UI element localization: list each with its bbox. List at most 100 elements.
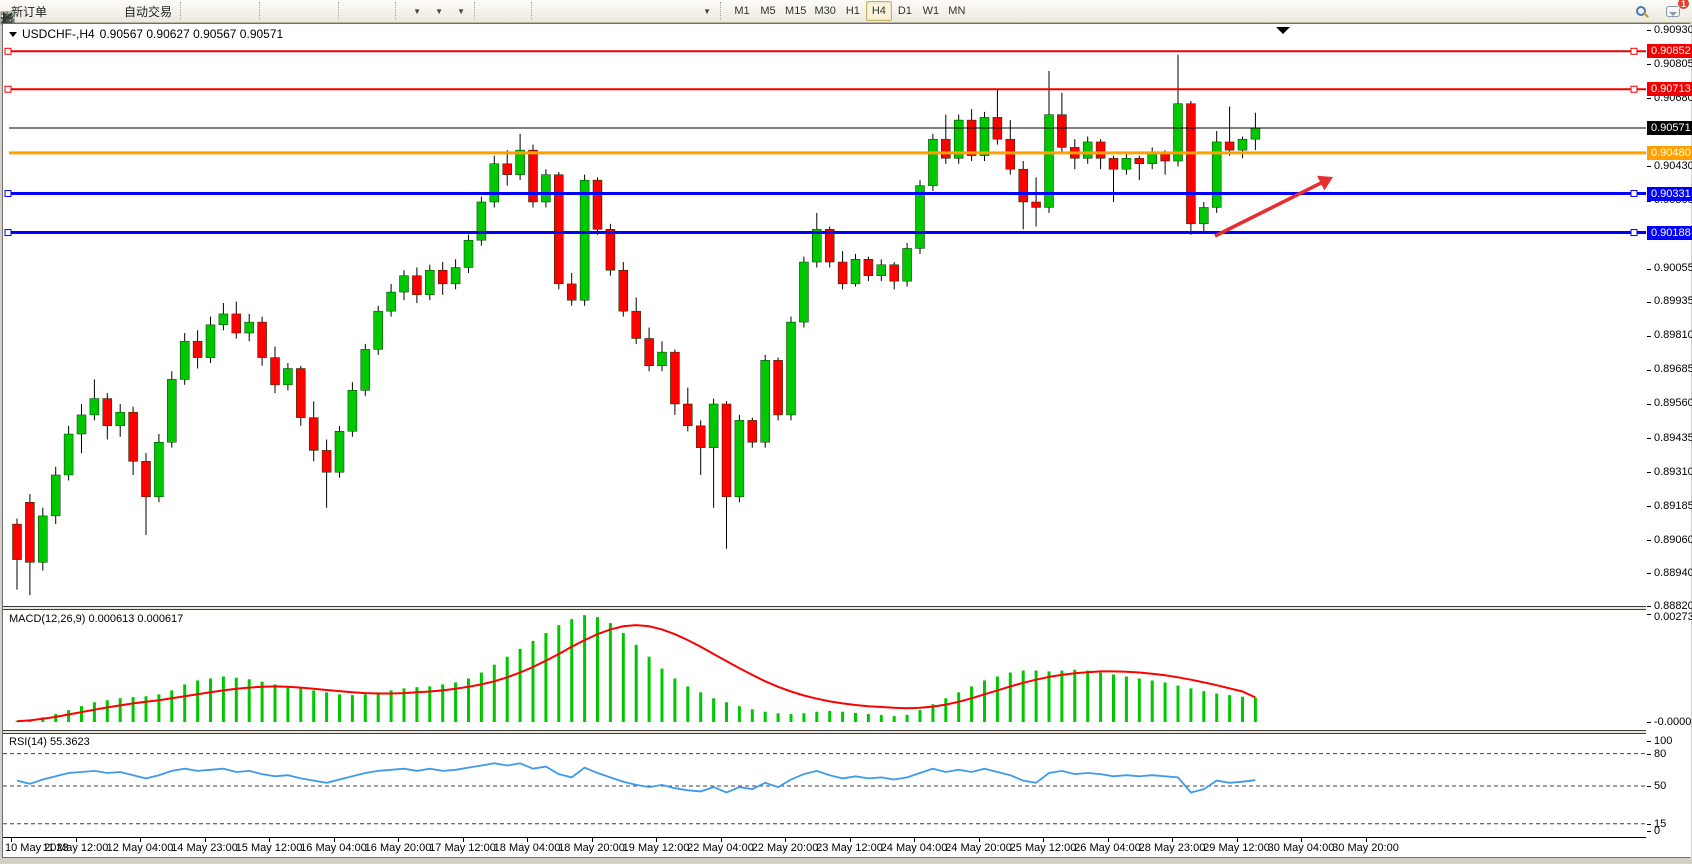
zoom-in-button[interactable] <box>0 1 290 26</box>
timeframe-w1-button[interactable]: W1 <box>922 5 940 17</box>
horizontal-line-0.90713[interactable] <box>4 85 1646 93</box>
candle <box>824 229 835 263</box>
price-line-label-0.90188: 0.90188 <box>1647 225 1692 240</box>
trend-arrow-annotation[interactable] <box>1214 175 1333 238</box>
bar-chart-mode-button[interactable] <box>1 1 211 24</box>
chart-shift-marker[interactable] <box>1276 27 1290 34</box>
time-axis-label: 16 May 04:00 <box>300 842 367 854</box>
candle <box>296 368 306 418</box>
horizontal-line-0.90852[interactable] <box>4 47 1646 55</box>
time-axis[interactable]: 10 May 2023 11 May 12:00 12 May 04:00 14 Ma… <box>3 837 1646 857</box>
price-tick <box>1647 403 1651 405</box>
pane-splitter-2[interactable] <box>3 730 1646 734</box>
candle <box>966 119 977 156</box>
arrow-objects-button[interactable]: ▼ <box>2 1 716 23</box>
time-axis-label: 19 May 12:00 <box>622 842 690 854</box>
toolbar-separator <box>395 2 401 20</box>
candle <box>476 201 487 241</box>
text-button[interactable]: A <box>2 1 672 25</box>
main-price-pane[interactable]: USDCHF-,H4 0.90567 0.90627 0.90567 0.905… <box>3 24 1646 606</box>
toolbar-separator <box>531 2 537 20</box>
search-icon <box>1636 6 1646 16</box>
timeframe-h4-button[interactable]: H4 <box>865 1 892 21</box>
candle <box>167 379 177 443</box>
horizontal-line-0.90331[interactable] <box>4 190 1646 198</box>
candle <box>463 239 474 268</box>
line-chart-mode-button[interactable] <box>0 1 255 23</box>
macd-pane[interactable]: MACD(12,26,9) 0.000613 0.000617 <box>3 610 1646 730</box>
auto-scroll-button[interactable] <box>2 1 369 23</box>
macd-canvas[interactable] <box>3 610 1646 730</box>
metaeditor-button[interactable] <box>1 1 73 24</box>
candle <box>812 229 822 263</box>
line-handle[interactable] <box>1630 85 1638 93</box>
candle <box>554 174 564 285</box>
timeframe-m5-button[interactable]: M5 <box>760 5 776 17</box>
timeframe-d1-button[interactable]: D1 <box>897 5 912 17</box>
periods-button[interactable]: ▼ <box>0 1 448 25</box>
text-label-button[interactable]: T <box>0 1 694 25</box>
cursor-button[interactable] <box>3 1 505 24</box>
notifications-button[interactable]: 1 <box>1662 0 1690 21</box>
search-button[interactable] <box>1630 1 1652 21</box>
candle <box>115 411 125 427</box>
price-tick <box>1647 540 1651 542</box>
rsi-pane[interactable]: RSI(14) 55.3623 <box>3 734 1646 837</box>
candle <box>141 461 151 498</box>
symbol-collapse-icon[interactable] <box>9 31 17 41</box>
time-axis-label: 10 May 2023 <box>5 842 69 854</box>
candle <box>1082 141 1093 159</box>
rsi-line <box>16 762 1256 794</box>
signals-button[interactable] <box>0 1 117 23</box>
chevron-down-icon: ▼ <box>703 6 711 16</box>
templates-button[interactable]: ▼ <box>0 1 470 24</box>
equidistant-channel-button[interactable]: E <box>0 1 628 25</box>
price-tick <box>1647 30 1651 31</box>
candle <box>1108 158 1119 170</box>
candle <box>12 523 22 560</box>
horizontal-line-button[interactable] <box>1 1 584 21</box>
timeframe-mn-button[interactable]: MN <box>948 5 966 17</box>
timeframe-h1-button[interactable]: H1 <box>845 5 860 17</box>
timeframe-m1-button[interactable]: M1 <box>734 5 750 17</box>
rsi-canvas[interactable] <box>3 734 1646 837</box>
chart-shift-button[interactable] <box>2 1 391 23</box>
candle <box>528 149 538 203</box>
horizontal-line-0.90188[interactable] <box>4 229 1646 237</box>
line-handle[interactable] <box>4 190 12 198</box>
zoom-out-button[interactable] <box>0 1 312 26</box>
candle <box>334 431 345 473</box>
indicators-button[interactable]: +▼ <box>0 1 426 25</box>
line-handle[interactable] <box>4 85 12 93</box>
timeframe-m30-button[interactable]: M30 <box>814 5 836 17</box>
candle <box>670 351 680 405</box>
time-axis-label: 22 May 04:00 <box>687 842 754 854</box>
auto-trading-button[interactable]: 自动交易 <box>0 1 176 25</box>
fibonacci-button[interactable]: F <box>1 1 650 25</box>
market-watch-button[interactable] <box>0 1 95 24</box>
candle <box>541 174 551 203</box>
chart-panes: USDCHF-,H4 0.90567 0.90627 0.90567 0.905… <box>3 24 1646 857</box>
time-tick <box>656 838 657 842</box>
candlestick-canvas[interactable] <box>3 24 1646 606</box>
pane-splitter[interactable] <box>3 606 1646 610</box>
tile-windows-button[interactable] <box>0 1 334 24</box>
line-handle[interactable] <box>1630 47 1638 55</box>
candle <box>63 433 74 476</box>
crosshair-button[interactable] <box>1 1 527 24</box>
candlestick-mode-button[interactable] <box>1 1 233 24</box>
line-handle[interactable] <box>1630 190 1638 198</box>
trendline-button[interactable] <box>0 1 606 24</box>
line-handle[interactable] <box>4 229 12 237</box>
timeframe-m15-button[interactable]: M15 <box>785 5 807 17</box>
time-tick <box>1236 838 1238 842</box>
macd-tick-label: 0.00273 <box>1654 611 1692 623</box>
chevron-down-icon: ▼ <box>435 6 443 16</box>
line-handle[interactable] <box>1630 229 1638 237</box>
vertical-line-button[interactable] <box>3 1 562 24</box>
time-tick <box>591 838 593 842</box>
candle <box>837 261 848 285</box>
price-axis[interactable]: 0.909300.908050.906800.905550.904300.903… <box>1647 24 1692 857</box>
candle <box>1031 201 1041 208</box>
line-handle[interactable] <box>4 47 12 55</box>
